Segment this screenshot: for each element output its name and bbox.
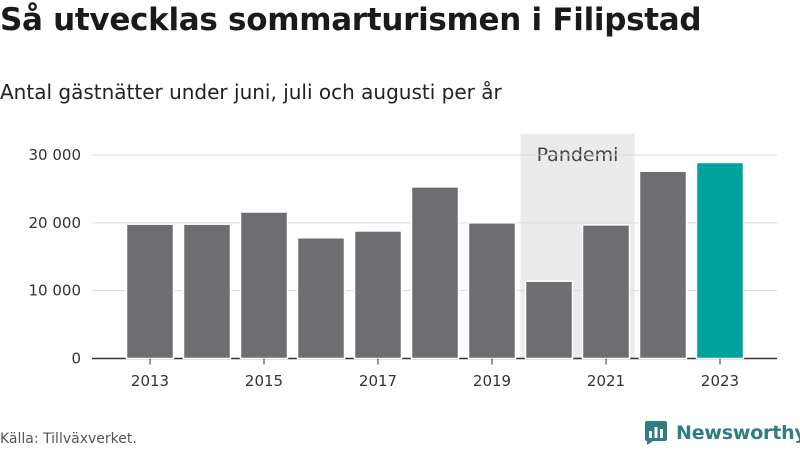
x-tick-label: 2023: [701, 372, 739, 390]
bar: [353, 230, 403, 360]
chart-subtitle: Antal gästnätter under juni, juli och au…: [0, 80, 502, 104]
bar: [638, 170, 688, 360]
y-tick-label: 30 000: [29, 146, 82, 164]
brand-name: Newsworthy: [676, 422, 800, 444]
y-tick-label: 10 000: [29, 282, 82, 300]
bar: [182, 223, 232, 360]
y-tick-label: 0: [71, 350, 81, 368]
chart-title: Så utvecklas sommarturismen i Filipstad: [0, 2, 702, 38]
bar: [581, 224, 631, 360]
y-tick-label: 20 000: [29, 214, 82, 232]
bar: [410, 186, 460, 360]
bar: [296, 237, 346, 360]
bar: [524, 280, 574, 360]
source-note: Källa: Tillväxverket.: [0, 431, 137, 447]
x-tick-label: 2017: [359, 372, 397, 390]
newsworthy-logo-icon: [645, 421, 667, 445]
x-tick-label: 2015: [245, 372, 283, 390]
x-tick-label: 2019: [473, 372, 511, 390]
brand-logo: Newsworthy: [644, 420, 800, 446]
x-tick-label: 2013: [131, 372, 169, 390]
bar: [239, 211, 289, 360]
bar: [125, 223, 175, 360]
bar: [467, 222, 517, 360]
bar: [695, 161, 745, 360]
x-tick-label: 2021: [587, 372, 625, 390]
